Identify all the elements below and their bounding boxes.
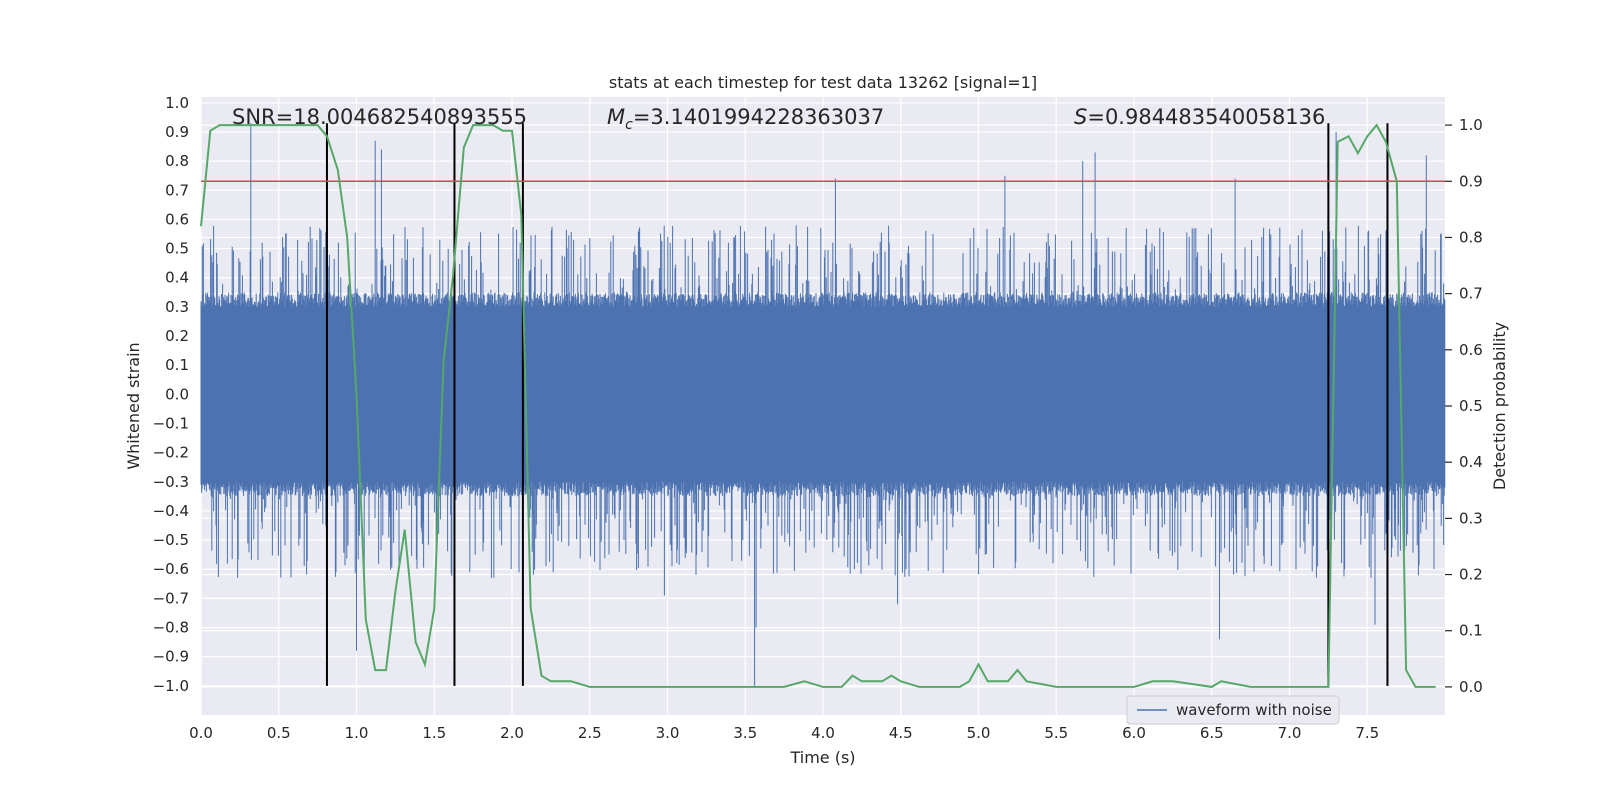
x-tick-label: 4.5: [889, 724, 913, 742]
x-tick-label: 6.0: [1122, 724, 1146, 742]
snr-annotation: SNR=18.004682540893555: [232, 105, 527, 129]
y-right-tick-label: 0.0: [1459, 678, 1483, 696]
statistic-annotation: S=0.984483540058136: [1074, 105, 1325, 129]
y-left-tick-label: −1.0: [153, 677, 189, 695]
y-left-tick-label: 0.5: [165, 240, 189, 258]
y-left-tick-label: 0.9: [165, 123, 189, 141]
y-left-tick-label: −0.4: [153, 502, 189, 520]
y-left-axis-ticks: 1.0 0.9 0.8 0.7 0.6 0.5 0.4 0.3 0.2 0.1 0.0 −0.1 −0.…: [153, 94, 189, 695]
detection-probability-line: [200, 123, 1436, 688]
y-left-tick-label: 0.8: [165, 152, 189, 170]
y-left-tick-label: −0.9: [153, 648, 189, 666]
y-left-tick-label: −0.7: [153, 589, 189, 607]
y-left-tick-label: −0.5: [153, 531, 189, 549]
x-tick-label: 6.5: [1200, 724, 1224, 742]
y-left-tick-label: 0.7: [165, 181, 189, 199]
x-tick-label: 4.0: [811, 724, 835, 742]
waveform-line: [200, 123, 1446, 686]
statistic-value: =0.984483540058136: [1087, 105, 1325, 129]
legend: waveform with noise: [1126, 695, 1340, 725]
y-right-tick-label: 0.5: [1459, 397, 1483, 415]
x-tick-label: 0.5: [267, 724, 291, 742]
y-right-tick-label: 0.3: [1459, 509, 1483, 527]
y-left-tick-label: −0.1: [153, 414, 189, 432]
vertical-markers: [325, 123, 1389, 686]
x-tick-label: 3.0: [656, 724, 680, 742]
x-tick-label: 5.0: [967, 724, 991, 742]
x-tick-label: 5.5: [1044, 724, 1068, 742]
chirp-mass-symbol: M: [607, 105, 625, 129]
y-right-axis-label: Detection probability: [1490, 322, 1509, 490]
y-left-tick-label: 0.2: [165, 327, 189, 345]
y-right-tick-label: 1.0: [1459, 116, 1483, 134]
x-tick-label: 3.5: [733, 724, 757, 742]
y-left-tick-label: −0.6: [153, 560, 189, 578]
x-tick-label: 7.5: [1355, 724, 1379, 742]
y-left-axis-label: Whitened strain: [124, 342, 143, 469]
x-tick-label: 1.5: [422, 724, 446, 742]
y-left-tick-label: 0.3: [165, 298, 189, 316]
statistic-symbol: S: [1074, 105, 1087, 129]
y-right-tick-label: 0.6: [1459, 341, 1483, 359]
x-tick-label: 7.0: [1278, 724, 1302, 742]
y-right-tick-label: 0.9: [1459, 172, 1483, 190]
x-tick-label: 2.0: [500, 724, 524, 742]
x-tick-label: 1.0: [345, 724, 369, 742]
y-right-tick-label: 0.7: [1459, 285, 1483, 303]
chart-title: stats at each timestep for test data 132…: [609, 73, 1037, 92]
chirp-mass-annotation: Mc=3.1401994228363037: [607, 105, 884, 133]
y-left-tick-label: 0.4: [165, 269, 189, 287]
x-tick-label: 2.5: [578, 724, 602, 742]
legend-label-waveform: waveform with noise: [1176, 701, 1332, 719]
y-left-tick-label: −0.2: [153, 444, 189, 462]
chirp-mass-value: =3.1401994228363037: [633, 105, 884, 129]
x-axis-ticks: 0.0 0.5 1.0 1.5 2.0 2.5 3.0 3.5 4.0 4.5 5.0 5.5 6.0 6…: [189, 724, 1379, 742]
legend-box: [1126, 695, 1340, 725]
y-left-tick-label: 0.0: [165, 385, 189, 403]
y-left-tick-label: −0.3: [153, 473, 189, 491]
y-right-tick-label: 0.8: [1459, 228, 1483, 246]
chirp-mass-subscript: c: [625, 117, 633, 133]
y-right-axis-ticks: 1.0 0.9 0.8 0.7 0.6 0.5 0.4 0.3 0.2 0.1 0.0: [1445, 116, 1483, 696]
y-right-tick-label: 0.1: [1459, 622, 1483, 640]
x-axis-label: Time (s): [789, 748, 855, 767]
y-right-tick-label: 0.4: [1459, 453, 1483, 471]
waveform-series: [200, 123, 1446, 686]
y-left-tick-label: 0.6: [165, 210, 189, 228]
y-left-tick-label: −0.8: [153, 619, 189, 637]
y-left-tick-label: 1.0: [165, 94, 189, 112]
y-right-tick-label: 0.2: [1459, 566, 1483, 584]
x-tick-label: 0.0: [189, 724, 213, 742]
y-left-tick-label: 0.1: [165, 356, 189, 374]
